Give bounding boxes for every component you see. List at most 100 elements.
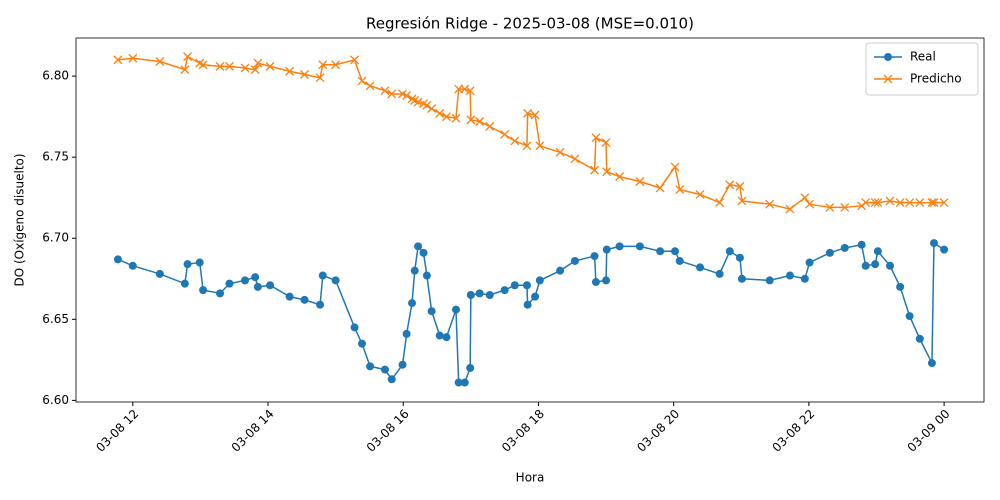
data-point: [602, 276, 611, 285]
data-point: [466, 115, 476, 125]
data-point: [737, 274, 746, 283]
data-point: [523, 300, 532, 309]
data-point: [253, 282, 262, 291]
data-point: [331, 60, 341, 70]
data-point: [485, 121, 495, 131]
data-point: [570, 256, 579, 265]
data-point: [591, 133, 601, 143]
data-point: [715, 198, 725, 208]
data-point: [183, 52, 193, 62]
data-point: [357, 76, 367, 86]
y-tick-label: 6.65: [42, 312, 69, 326]
data-point: [785, 204, 795, 214]
data-point: [398, 360, 407, 369]
data-point: [695, 190, 705, 199]
data-point: [466, 290, 475, 299]
data-point: [873, 247, 882, 256]
data-point: [885, 196, 895, 206]
data-point: [929, 239, 938, 248]
data-point: [500, 130, 510, 139]
data-point: [300, 295, 309, 304]
data-point: [915, 198, 925, 208]
data-point: [427, 307, 436, 316]
data-point: [590, 165, 600, 175]
data-point: [671, 247, 680, 256]
legend-label: Predicho: [910, 72, 962, 86]
data-point: [500, 286, 509, 295]
data-point: [805, 199, 815, 209]
data-point: [800, 274, 809, 283]
data-point: [940, 245, 949, 254]
data-point: [725, 247, 734, 256]
data-point: [113, 255, 122, 264]
data-point: [929, 198, 939, 208]
data-point: [765, 276, 774, 285]
data-point: [285, 66, 295, 76]
data-point: [840, 243, 849, 252]
data-point: [475, 289, 484, 298]
y-tick-label: 6.75: [42, 150, 69, 164]
data-point: [465, 86, 475, 96]
data-point: [655, 183, 665, 193]
data-point: [215, 61, 225, 71]
data-point: [413, 97, 423, 107]
data-point: [675, 185, 685, 195]
data-point: [915, 334, 924, 343]
data-point: [460, 378, 469, 387]
data-point: [199, 286, 208, 295]
data-point: [485, 290, 494, 299]
data-point: [460, 84, 470, 94]
data-point: [800, 193, 810, 203]
data-point: [402, 91, 412, 101]
data-point: [556, 266, 565, 275]
data-point: [895, 198, 905, 208]
data-point: [435, 331, 444, 340]
data-point: [715, 269, 724, 278]
chart-title: Regresión Ridge - 2025-03-08 (MSE=0.010): [366, 15, 694, 33]
data-point: [414, 242, 423, 251]
data-point: [422, 271, 431, 280]
data-point: [896, 282, 905, 291]
series-line: [117, 55, 945, 210]
x-tick-label: 03-09 00: [905, 407, 953, 455]
data-point: [530, 110, 540, 120]
series-line: [117, 241, 945, 384]
data-point: [825, 248, 834, 257]
data-point: [523, 108, 533, 118]
data-point: [735, 253, 744, 262]
data-point: [656, 247, 665, 256]
plot-frame: [75, 37, 985, 403]
data-point: [615, 242, 624, 251]
data-point: [180, 65, 190, 75]
data-point: [905, 312, 914, 321]
data-point: [422, 100, 432, 110]
legend-marker: [884, 53, 892, 61]
data-point: [350, 55, 360, 65]
data-point: [735, 181, 745, 191]
data-point: [427, 104, 437, 113]
data-point: [555, 147, 565, 157]
data-point: [316, 300, 325, 309]
data-point: [357, 339, 366, 348]
data-point: [602, 167, 612, 177]
data-point: [466, 363, 475, 372]
data-point: [253, 58, 263, 68]
data-point: [266, 281, 275, 290]
data-point: [870, 198, 880, 208]
data-point: [331, 276, 340, 285]
data-point: [825, 202, 835, 212]
data-point: [765, 199, 775, 209]
data-point: [857, 240, 866, 249]
data-point: [451, 113, 461, 123]
data-point: [522, 141, 532, 151]
data-point: [725, 180, 735, 190]
data-point: [408, 299, 417, 308]
data-point: [407, 94, 417, 104]
data-point: [380, 365, 389, 374]
data-point: [570, 154, 580, 164]
y-tick-label: 6.70: [42, 231, 69, 245]
data-point: [635, 177, 645, 186]
y-axis-label: DO (Oxígeno disuelto): [13, 153, 27, 286]
data-point: [840, 202, 850, 212]
